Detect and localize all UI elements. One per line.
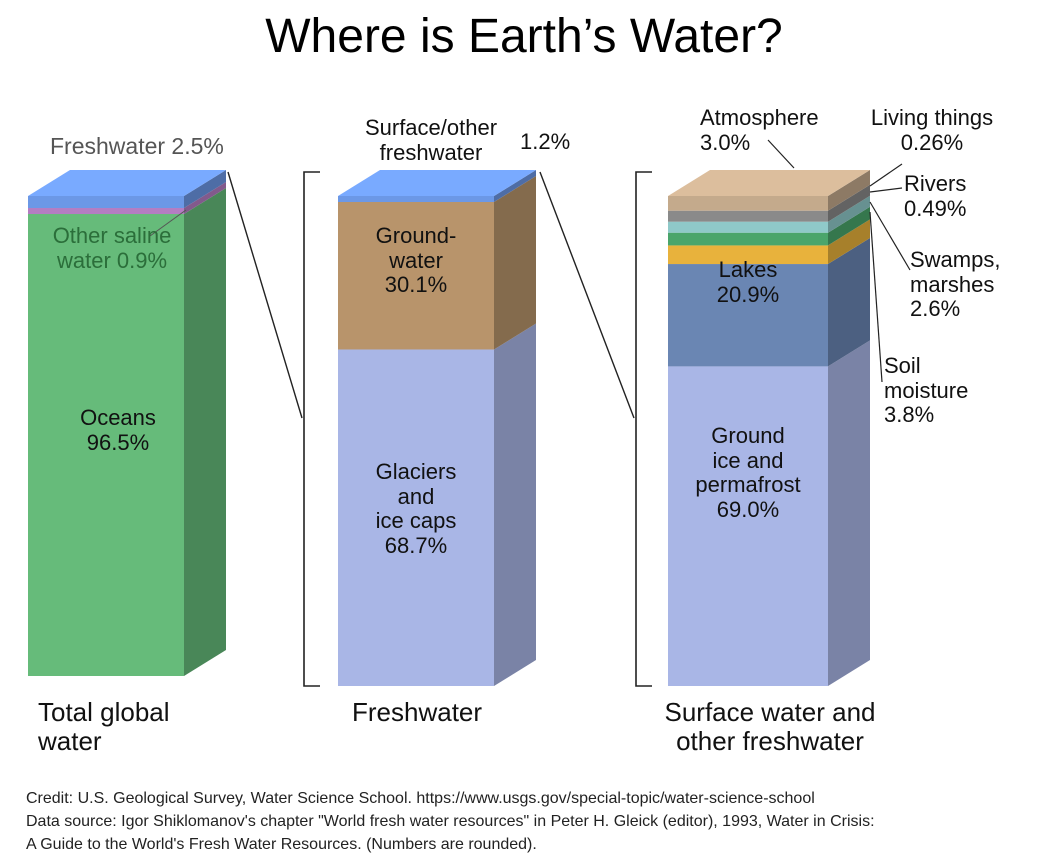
label-surface-other: Surface/other freshwater (364, 115, 498, 165)
bar3-segment-ground-ice-and-permafrost (668, 366, 828, 686)
connector-freshwater (227, 171, 303, 419)
xlabel-total-global-water: Total global water (38, 697, 170, 757)
leader-rivers (869, 187, 903, 193)
bar2-side-glaciers-and-ice-caps (494, 323, 536, 686)
bracket-2 (635, 171, 652, 687)
label-living-things: Living things 0.26% (870, 105, 994, 155)
bar3-side-ground-ice-and-permafrost (828, 340, 870, 686)
bar1-side-oceans (184, 188, 226, 676)
bracket-1 (303, 171, 320, 687)
leader-living-things (869, 163, 903, 187)
bar1-side-other-saline-water (184, 182, 226, 215)
bar2-segment-glaciers-and-ice-caps (338, 349, 494, 686)
label-other-saline: Other saline water 0.9% (52, 223, 172, 273)
bar2-segment-surface-other-freshwater (338, 196, 494, 202)
bar3-side-lakes (828, 238, 870, 367)
bar3-side-atmosphere (828, 170, 870, 211)
label-swamps: Swamps, marshes 2.6% (910, 247, 1001, 322)
bar2-side-groundwater (494, 176, 536, 350)
label-glaciers: Glaciers and ice caps 68.7% (375, 459, 457, 558)
xlabel-surface-water: Surface water and other freshwater (664, 697, 876, 757)
chart-title: Where is Earth’s Water? (265, 10, 783, 63)
bar2-segment-groundwater (338, 202, 494, 350)
label-rivers: Rivers 0.49% (904, 171, 967, 221)
bar1-segment-oceans (28, 214, 184, 676)
bar1-top-face (28, 170, 226, 196)
label-soil-moisture: Soil moisture 3.8% (884, 353, 969, 428)
connector-surface (539, 171, 635, 419)
bar3-side-soil-moisture (828, 219, 870, 265)
bar3-segment-atmosphere (668, 196, 828, 211)
bar1-segment-freshwater (28, 196, 184, 209)
label-ground-ice: Ground ice and permafrost 69.0% (695, 423, 801, 522)
bar3-segment-lakes (668, 264, 828, 367)
bar2-side-surface-other-freshwater (494, 170, 536, 202)
credit-line-3: A Guide to the World's Fresh Water Resou… (26, 836, 537, 853)
xlabel-freshwater: Freshwater (352, 697, 483, 727)
label-lakes: Lakes 20.9% (716, 257, 780, 307)
bar3-top-face (668, 170, 870, 196)
leader-swamps (869, 201, 911, 271)
credit-line-1: Credit: U.S. Geological Survey, Water Sc… (26, 790, 815, 807)
bar3-segment-swamps-marshes (668, 232, 828, 246)
label-groundwater: Ground- water 30.1% (375, 223, 457, 298)
leader-soil-moisture (869, 211, 883, 383)
bar3-segment-rivers (668, 221, 828, 233)
label-surface-other-value: 1.2% (520, 129, 571, 154)
bar3-side-swamps-marshes (828, 206, 870, 246)
bar1-side-freshwater (184, 170, 226, 209)
bar3-segment-soil-moisture (668, 245, 828, 265)
label-atmosphere: Atmosphere 3.0% (700, 105, 819, 155)
bar2-top-face (338, 170, 536, 196)
label-oceans: Oceans 96.5% (80, 405, 156, 455)
leader-other-saline (149, 209, 187, 237)
label-freshwater-total: Freshwater 2.5% (50, 133, 224, 159)
bar3-side-rivers (828, 195, 870, 233)
leader-atmosphere (767, 139, 795, 169)
bar3-segment-living-things (668, 210, 828, 222)
bar3-side-living-things (828, 184, 870, 222)
credit-line-2: Data source: Igor Shiklomanov's chapter … (26, 813, 875, 830)
bar1-segment-other-saline-water (28, 208, 184, 215)
